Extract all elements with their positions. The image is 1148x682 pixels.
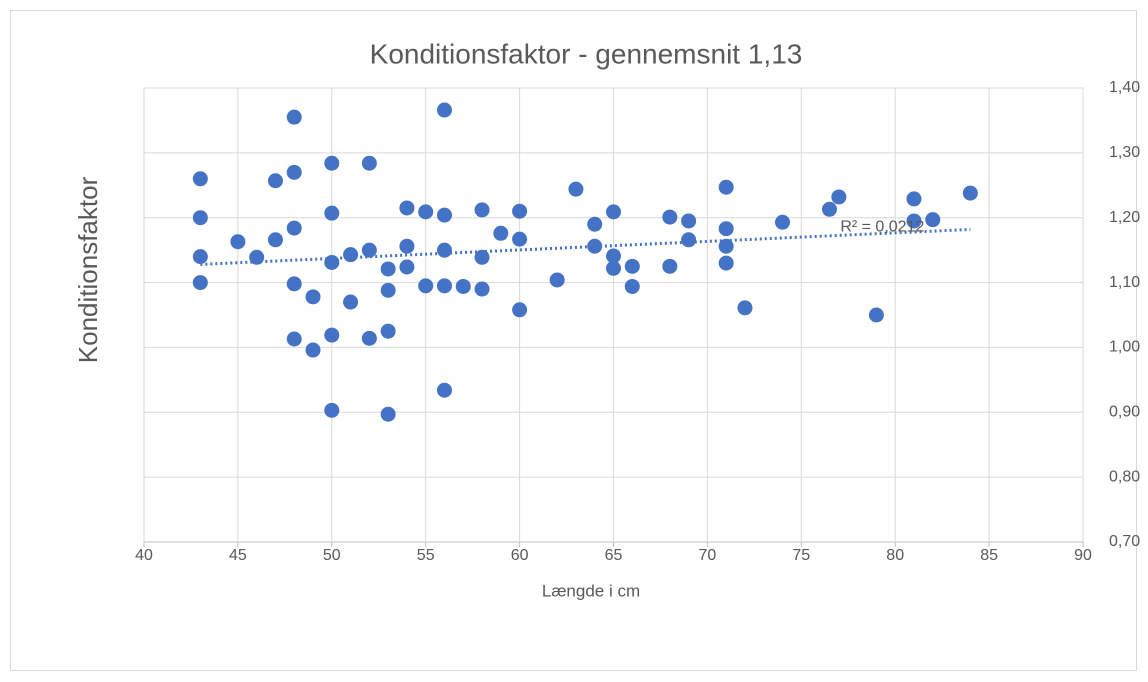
point [455, 278, 471, 294]
point [286, 220, 302, 236]
x-tick-label: 45 [229, 547, 247, 564]
point [380, 323, 396, 339]
chart-title: Konditionsfaktor - gennemsnit 1,13 [370, 38, 803, 69]
point [681, 213, 697, 229]
x-tick-label: 50 [323, 547, 341, 564]
x-tick-label: 80 [886, 547, 904, 564]
point [380, 282, 396, 298]
point [192, 210, 208, 226]
point [962, 185, 978, 201]
x-tick-label: 85 [980, 547, 998, 564]
point [399, 200, 415, 216]
point [399, 238, 415, 254]
point [286, 331, 302, 347]
point [925, 212, 941, 228]
point [418, 278, 434, 294]
point [775, 214, 791, 230]
point [192, 275, 208, 291]
point [906, 213, 922, 229]
point [474, 281, 490, 297]
point [324, 155, 340, 171]
point [324, 402, 340, 418]
point [606, 204, 621, 220]
point [512, 302, 528, 318]
point [380, 261, 396, 277]
point [568, 181, 584, 197]
point [305, 342, 321, 358]
y-tick-label: 1,30 [1109, 144, 1140, 161]
point [868, 307, 884, 323]
point [436, 278, 452, 294]
point [821, 201, 837, 217]
point [324, 327, 340, 343]
point [681, 232, 697, 248]
point [286, 276, 302, 292]
y-tick-label: 1,20 [1109, 209, 1140, 226]
x-axis-label: Længde i cm [542, 581, 640, 600]
point [343, 294, 359, 310]
x-tick-label: 65 [605, 547, 623, 564]
x-tick-label: 90 [1074, 547, 1092, 564]
point [418, 204, 434, 220]
point [718, 179, 734, 195]
point [474, 249, 490, 265]
trendline [200, 227, 971, 266]
y-axis-label: Konditionsfaktor [73, 176, 103, 363]
point [192, 249, 208, 265]
point [662, 258, 678, 274]
x-tick-label: 70 [699, 547, 717, 564]
point [324, 205, 340, 221]
point [718, 238, 734, 254]
point [436, 242, 452, 258]
y-tick-label: 1,00 [1109, 339, 1140, 356]
x-tick-label: 75 [792, 547, 810, 564]
point [380, 406, 396, 422]
point [831, 189, 847, 205]
point [737, 300, 753, 316]
point [718, 255, 734, 271]
point [436, 382, 452, 398]
x-tick-label: 60 [511, 547, 529, 564]
point [549, 272, 565, 288]
y-tick-label: 1,10 [1109, 274, 1140, 291]
point [587, 216, 603, 232]
point [512, 231, 528, 247]
point [305, 289, 321, 305]
point [192, 171, 208, 187]
point [343, 247, 359, 263]
y-tick-label: 0,70 [1109, 533, 1140, 550]
point [286, 164, 302, 180]
point [286, 109, 302, 125]
point [361, 242, 377, 258]
point [493, 225, 509, 241]
point [361, 155, 377, 171]
point [361, 330, 377, 346]
point [587, 238, 603, 254]
point [718, 221, 734, 237]
point [436, 207, 452, 223]
point [267, 173, 283, 189]
point [474, 202, 490, 218]
point [662, 209, 678, 225]
point [606, 260, 621, 276]
point [624, 278, 640, 294]
chart-border [10, 10, 1137, 671]
point [624, 258, 640, 274]
point [230, 234, 246, 250]
y-tick-label: 1,40 [1109, 79, 1140, 96]
annotation: R² = 0,0212 [840, 219, 924, 236]
point [267, 232, 283, 248]
point [906, 191, 922, 207]
y-tick-label: 0,80 [1109, 468, 1140, 485]
x-tick-label: 40 [135, 547, 153, 564]
x-tick-label: 55 [417, 547, 435, 564]
point [399, 259, 415, 275]
y-tick-label: 0,90 [1109, 404, 1140, 421]
point [512, 203, 528, 219]
point [606, 248, 621, 264]
point [436, 102, 452, 118]
